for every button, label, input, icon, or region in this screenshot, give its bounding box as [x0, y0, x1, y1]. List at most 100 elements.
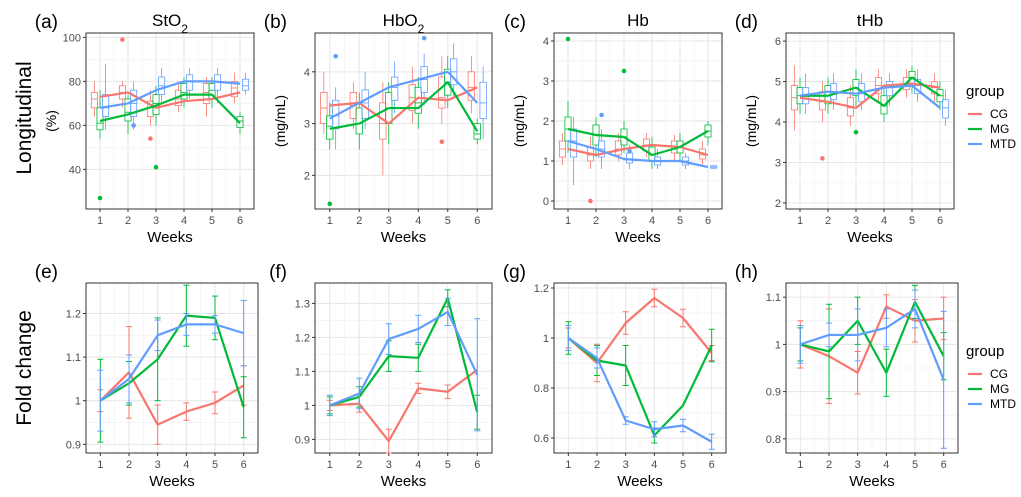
x-tick-label: 1 — [565, 215, 571, 227]
x-tick-label: 2 — [356, 459, 362, 471]
y-tick-label: 0.9 — [66, 439, 81, 451]
grid — [786, 283, 958, 453]
x-tick-label: 2 — [826, 459, 832, 471]
x-tick-label: 4 — [883, 459, 889, 471]
data-marks — [90, 37, 250, 201]
box — [391, 76, 399, 101]
y-tick-label: 100 — [63, 32, 81, 44]
trend-line-mg — [329, 81, 479, 132]
panel-border — [85, 32, 255, 210]
x-axis-label: Weeks — [149, 473, 195, 490]
x-tick-label: 4 — [649, 215, 655, 227]
outlier-point — [421, 35, 427, 41]
box — [614, 140, 622, 156]
y-axis-label: (mg/mL) — [272, 95, 288, 147]
x-tick-label: 2 — [594, 459, 600, 471]
y-tick-label: 0.9 — [295, 434, 310, 446]
x-tick-label: 1 — [327, 215, 333, 227]
x-tick-label: 5 — [445, 459, 451, 471]
y-tick-label: 6 — [775, 36, 781, 48]
series-line — [329, 310, 479, 407]
legend-label-mg: MG — [990, 122, 1009, 136]
trend-line-mtd — [99, 80, 241, 109]
trend-line-mtd — [799, 84, 941, 109]
series-line — [567, 337, 713, 443]
x-tick-label: 3 — [855, 459, 861, 471]
legend-title: group — [966, 83, 1004, 100]
x-tick-label: 5 — [212, 459, 218, 471]
box — [230, 81, 238, 98]
x-tick-label: 5 — [445, 215, 451, 227]
y-tick-label: 4 — [304, 67, 310, 79]
panel-label: (a) — [35, 12, 58, 33]
y-tick-label: 1.1 — [66, 352, 81, 364]
y-tick-label: 3 — [775, 157, 781, 169]
panel-label: (f) — [269, 262, 287, 283]
data-marks — [326, 289, 481, 454]
x-tick-label: 1 — [797, 459, 803, 471]
outlier-point — [131, 123, 136, 128]
y-axis-label: (mg/mL) — [743, 95, 759, 147]
x-tick-label: 6 — [941, 459, 947, 471]
legend-label-mtd: MTD — [990, 137, 1016, 151]
y-tick-label: 3 — [304, 119, 310, 131]
panel-label: (d) — [735, 12, 758, 33]
panel-8: 0.8 0.9 1 1.1 1 2 3 4 5 6 Weeks (h) — [735, 262, 959, 490]
trend-line-mtd — [567, 139, 709, 169]
outlier-point — [148, 136, 153, 141]
outlier-point — [153, 164, 159, 170]
panel-label: (g) — [503, 262, 526, 283]
y-tick-label: 2 — [304, 170, 310, 182]
series-mtd — [797, 289, 947, 449]
row-label-longitudinal: Longitudinal — [13, 61, 36, 174]
x-tick-label: 2 — [356, 215, 362, 227]
panel-title: Hb — [627, 11, 649, 30]
y-tick-label: 0.8 — [534, 383, 549, 395]
y-tick-label: 1 — [304, 400, 310, 412]
series-line — [799, 307, 945, 381]
y-axis-label: (mg/mL) — [511, 95, 527, 147]
data-marks — [558, 36, 718, 204]
panel-title-sub: 2 — [181, 22, 188, 36]
x-axis-label: Weeks — [147, 229, 193, 246]
outlier-point — [599, 112, 604, 118]
panel-title: tHb — [857, 11, 883, 30]
legend-label-mtd: MTD — [990, 397, 1016, 411]
panel-title-main: tHb — [857, 11, 883, 30]
series-line — [99, 371, 245, 426]
x-tick-label: 3 — [386, 215, 392, 227]
x-tick-label: 3 — [386, 459, 392, 471]
trend-line-mtd — [329, 70, 479, 120]
series-line — [329, 297, 479, 413]
series-mtd — [565, 325, 715, 450]
panel-border — [785, 282, 959, 454]
outlier-point — [588, 198, 593, 204]
y-tick-label: 0.9 — [766, 387, 781, 399]
panel-label: (b) — [264, 12, 287, 33]
data-marks — [797, 284, 947, 449]
x-axis-label: Weeks — [847, 229, 893, 246]
y-tick-label: 4 — [543, 36, 549, 48]
y-tick-label: 4 — [775, 117, 781, 129]
panel-border — [314, 282, 493, 454]
x-axis-label: Weeks — [849, 473, 895, 490]
x-tick-label: 4 — [183, 459, 189, 471]
y-tick-label: 2 — [543, 116, 549, 128]
panel-4: 2 3 4 5 6 1 2 3 4 5 6 Weeks (mg/mL) (d) tHb — [735, 11, 955, 246]
y-tick-label: 1.2 — [66, 309, 81, 321]
outlier-point — [565, 36, 571, 42]
x-tick-label: 3 — [153, 215, 159, 227]
x-tick-label: 4 — [181, 215, 187, 227]
x-tick-label: 5 — [909, 215, 915, 227]
panel-title: HbO2 — [383, 11, 425, 36]
panel-label: (h) — [735, 262, 758, 283]
y-tick-label: 5 — [775, 77, 781, 89]
panel-5: 0.9 1 1.1 1.2 1 2 3 4 5 6 Weeks (e) — [35, 262, 259, 490]
outlier-point — [333, 53, 338, 59]
x-tick-label: 2 — [593, 215, 599, 227]
x-tick-label: 6 — [474, 215, 480, 227]
x-tick-label: 6 — [474, 459, 480, 471]
